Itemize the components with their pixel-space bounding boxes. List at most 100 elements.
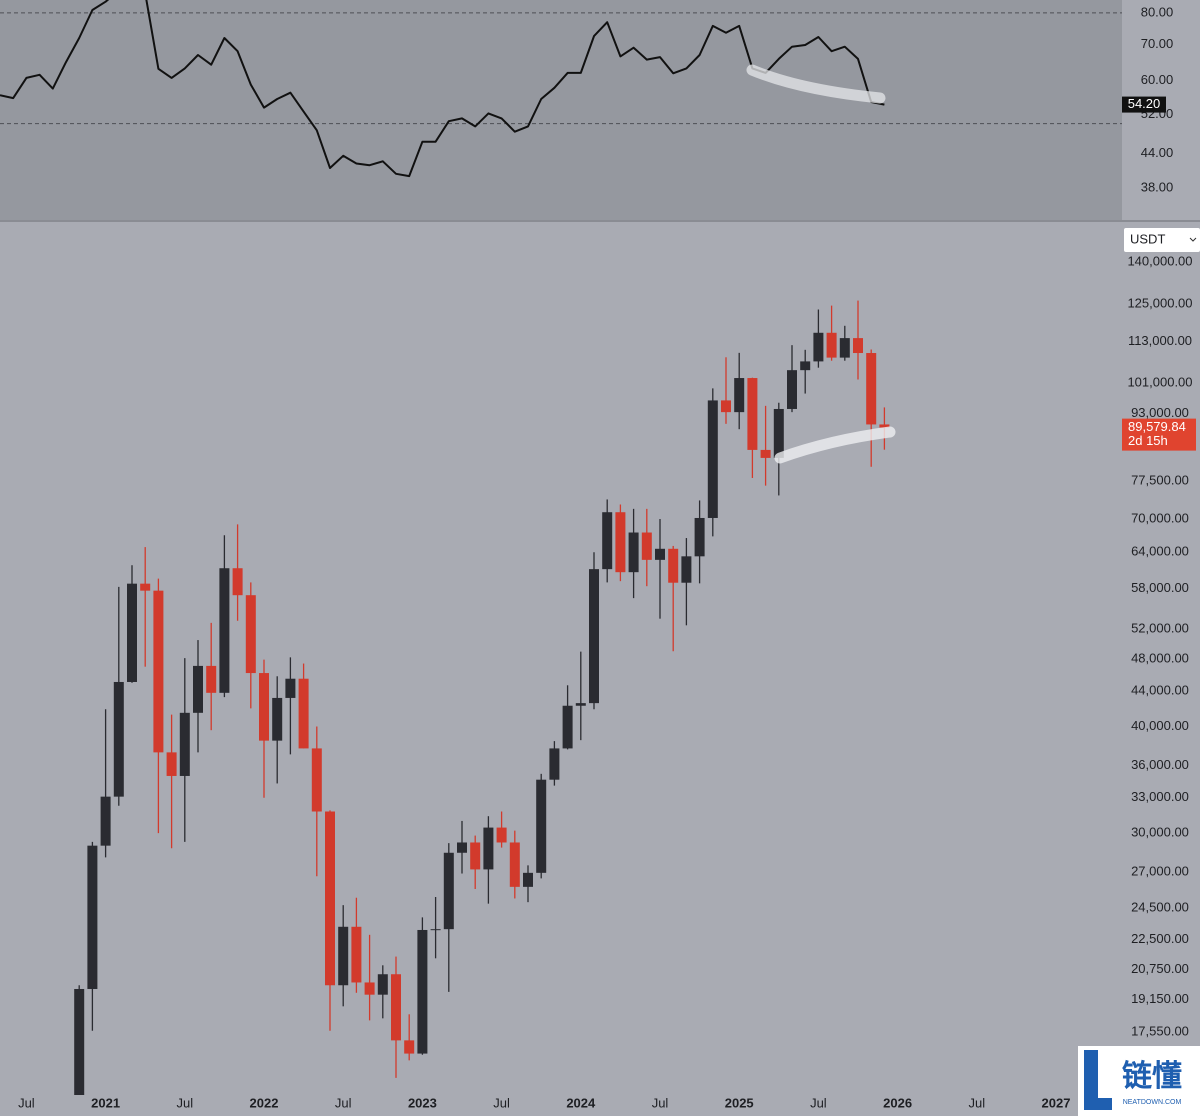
y-tick-label: 70.00 — [1141, 36, 1174, 51]
watermark-sub: NEATDOWN.COM — [1123, 1099, 1182, 1106]
countdown-label: 2d 15h — [1128, 433, 1168, 448]
candle-body — [206, 665, 217, 693]
currency-select[interactable] — [1124, 228, 1200, 252]
candle-body — [232, 568, 243, 596]
candle-body — [272, 697, 283, 741]
labels-layer: 80.0070.0060.0052.0044.0038.0054.20140,0… — [18, 4, 1196, 1110]
y-tick-label: 19,150.00 — [1131, 991, 1189, 1006]
y-tick-label: 38.00 — [1141, 180, 1174, 195]
y-tick-label: 48,000.00 — [1131, 650, 1189, 665]
candle-body — [879, 424, 890, 428]
candle-body — [707, 400, 718, 518]
y-tick-label: 20,750.00 — [1131, 961, 1189, 976]
y-tick-label: 58,000.00 — [1131, 580, 1189, 595]
candle-body — [100, 796, 111, 846]
y-tick-label: 44.00 — [1141, 145, 1174, 160]
candle-body — [364, 982, 375, 995]
currency-label[interactable]: USDT — [1130, 231, 1165, 246]
candle-body — [377, 974, 388, 995]
x-tick-label: Jul — [176, 1095, 193, 1110]
candle-body — [681, 556, 692, 583]
candle-body — [575, 703, 586, 706]
candle-body — [430, 929, 441, 931]
current-rsi-box — [1122, 96, 1166, 113]
candle-body — [523, 872, 533, 887]
y-tick-label: 27,000.00 — [1131, 864, 1189, 879]
candle-body — [457, 842, 467, 853]
candle-body — [245, 595, 256, 674]
y-tick-label: 40,000.00 — [1131, 718, 1189, 733]
candle-body — [166, 752, 177, 776]
candle-body — [140, 583, 151, 591]
candle-body — [694, 517, 705, 557]
candle-body — [404, 1040, 415, 1054]
y-tick-label: 36,000.00 — [1131, 757, 1189, 772]
y-tick-label: 17,550.00 — [1131, 1023, 1189, 1038]
candle-body — [800, 361, 811, 371]
candle-body — [721, 400, 731, 413]
candle-body — [311, 748, 322, 812]
candle-body — [839, 338, 850, 358]
candle-body — [615, 512, 626, 573]
x-tick-label: 2025 — [725, 1095, 754, 1110]
candle-body — [417, 929, 428, 1054]
y-tick-label: 93,000.00 — [1131, 405, 1189, 420]
candle-body — [285, 678, 296, 698]
x-tick-label: Jul — [652, 1095, 669, 1110]
candle-body — [153, 590, 164, 753]
last-price-label: 89,579.84 — [1128, 419, 1186, 434]
candle-body — [760, 449, 771, 458]
x-tick-label: Jul — [968, 1095, 985, 1110]
rsi-panel — [0, 0, 1122, 220]
price-layer — [74, 300, 890, 1095]
x-tick-label: 2024 — [566, 1095, 596, 1110]
y-tick-label: 33,000.00 — [1131, 789, 1189, 804]
candle-body — [668, 548, 679, 583]
y-tick-label: 77,500.00 — [1131, 473, 1189, 488]
candle-body — [193, 665, 203, 713]
y-tick-label: 44,000.00 — [1131, 683, 1189, 698]
x-tick-label: Jul — [18, 1095, 35, 1110]
candle-body — [826, 332, 837, 358]
y-tick-label: 113,000.00 — [1128, 333, 1192, 348]
watermark-text: 链懂 — [1122, 1059, 1182, 1093]
y-tick-label: 125,000.00 — [1127, 296, 1192, 311]
candle-body — [338, 926, 349, 986]
candle-body — [483, 827, 494, 870]
candle-body — [602, 512, 613, 570]
x-tick-label: 2026 — [883, 1095, 912, 1110]
candle-body — [853, 338, 863, 354]
y-tick-label: 60.00 — [1141, 72, 1174, 87]
x-tick-label: 2022 — [250, 1095, 279, 1110]
candle-body — [655, 548, 665, 560]
x-tick-label: 2021 — [91, 1095, 120, 1110]
candle-body — [509, 842, 520, 887]
candle-body — [351, 926, 362, 983]
y-tick-label: 140,000.00 — [1127, 254, 1192, 269]
candle-body — [773, 408, 784, 458]
candle-body — [496, 827, 507, 843]
dropdown-caret[interactable] — [1189, 237, 1197, 242]
y-tick-label: 52,000.00 — [1131, 621, 1189, 636]
candle-body — [298, 678, 309, 749]
y-tick-label: 80.00 — [1141, 4, 1174, 19]
y-tick-label: 70,000.00 — [1131, 510, 1189, 525]
rsi-line — [0, 0, 885, 178]
candle-body — [536, 779, 547, 873]
candle-body — [549, 748, 560, 780]
candle-body — [113, 681, 124, 797]
y-tick-label: 30,000.00 — [1131, 825, 1189, 840]
x-tick-label: Jul — [810, 1095, 827, 1110]
price-highlight — [774, 426, 896, 464]
candle-body — [87, 845, 98, 989]
candle-body — [259, 673, 269, 741]
candle-body — [813, 332, 824, 362]
candle-body — [179, 712, 190, 776]
x-tick-label: Jul — [335, 1095, 352, 1110]
watermark-logo — [1084, 1050, 1112, 1110]
candle-body — [127, 583, 137, 682]
candle-body — [747, 378, 758, 450]
candle-body — [74, 988, 85, 1095]
candle-body — [562, 705, 573, 749]
candle-body — [787, 370, 797, 409]
